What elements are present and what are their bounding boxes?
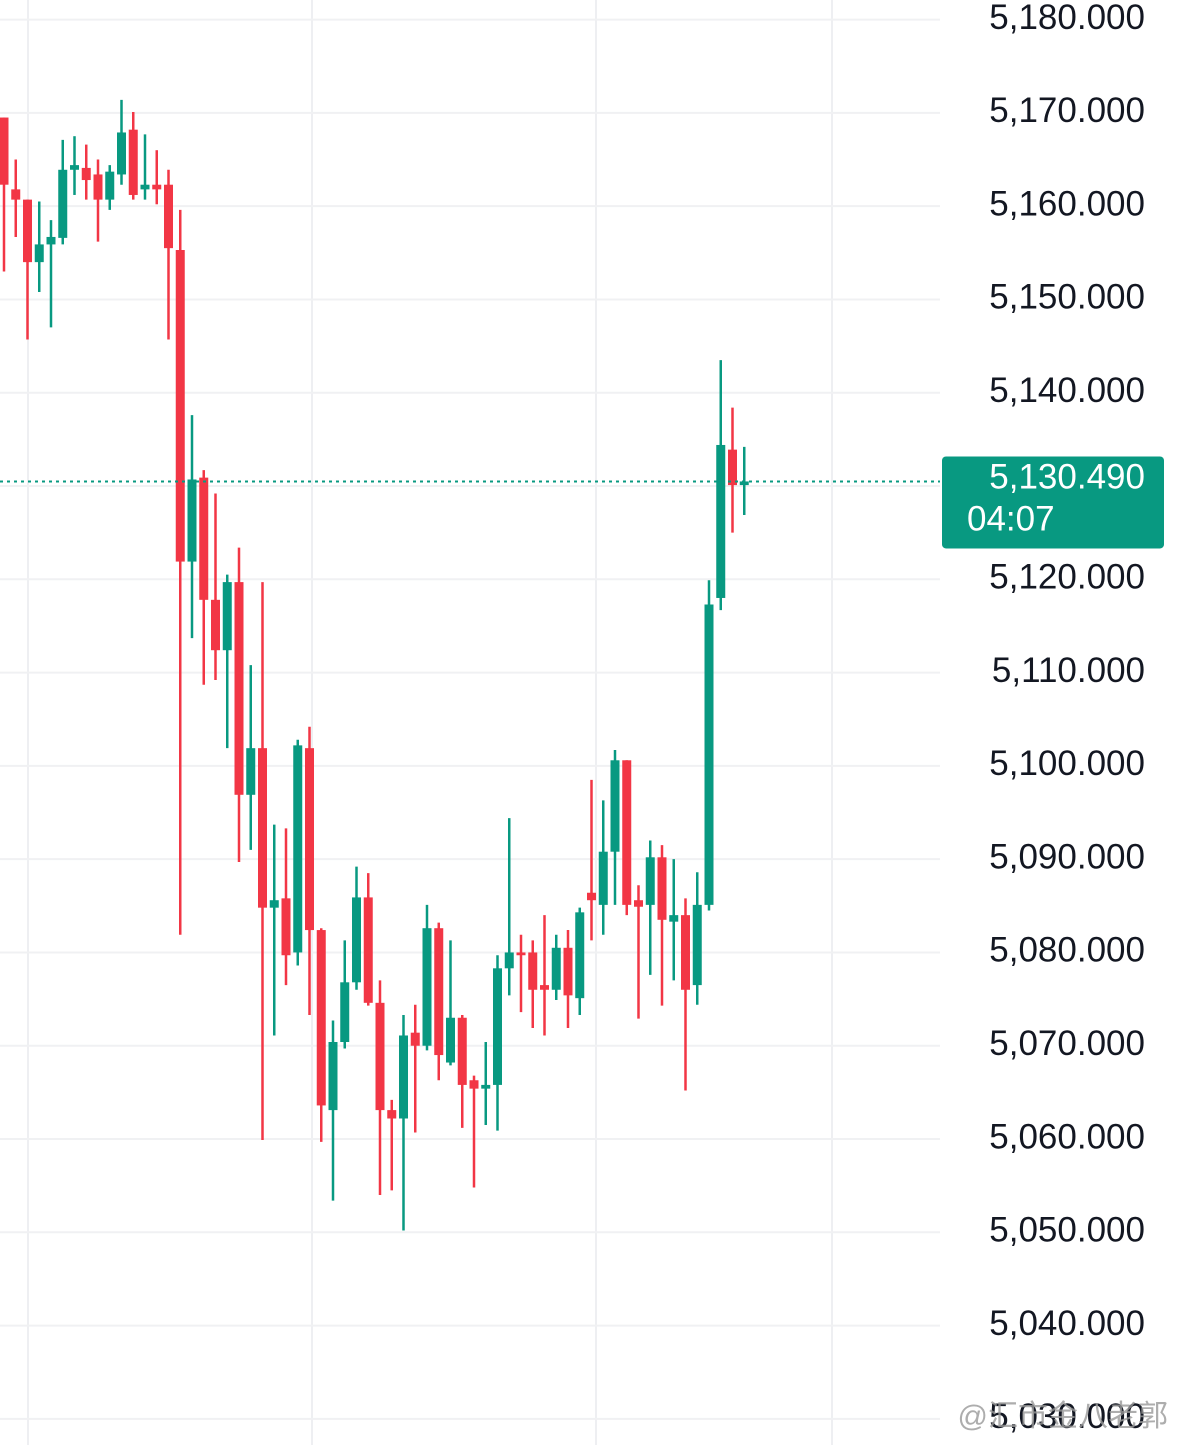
candle-body — [493, 968, 502, 1085]
candle-body — [269, 900, 279, 908]
candle-body — [293, 745, 303, 953]
y-tick-label: 5,140.000 — [989, 371, 1145, 410]
candle-body — [0, 117, 9, 185]
candle-body — [704, 604, 714, 905]
candle-body — [305, 748, 314, 931]
candle-body — [23, 199, 32, 263]
candle-body — [70, 165, 79, 170]
candle-body — [598, 851, 608, 905]
candle-body — [634, 900, 643, 907]
countdown: 04:07 — [967, 500, 1055, 539]
candle-body — [375, 1002, 385, 1111]
vertical-grid — [27, 0, 833, 1445]
watermark: @汇市金八老郭 — [958, 1400, 1168, 1433]
y-tick-label: 5,040.000 — [989, 1304, 1145, 1343]
y-tick-label: 5,030.000 — [989, 1397, 1145, 1436]
candle-body — [575, 912, 585, 999]
candle-body — [692, 904, 702, 986]
candle-body — [716, 444, 726, 598]
candle-body — [93, 174, 103, 200]
candle-body — [58, 169, 68, 238]
y-tick-label: 5,180.000 — [989, 0, 1145, 37]
y-tick-label: 5,060.000 — [989, 1117, 1145, 1156]
y-tick-label: 5,160.000 — [989, 184, 1145, 223]
y-tick-label: 5,050.000 — [989, 1211, 1145, 1250]
candle-body — [657, 857, 667, 920]
candle-body — [46, 236, 56, 245]
candle-body — [399, 1035, 408, 1119]
candle-body — [211, 599, 220, 651]
candle-body — [504, 952, 514, 969]
candle-body — [140, 184, 150, 190]
candle-body — [187, 479, 197, 562]
last-price-label: 5,130.490 — [989, 458, 1145, 497]
candle-body — [105, 171, 115, 200]
candle-body — [128, 129, 138, 195]
candle-body — [681, 915, 690, 990]
candle-body — [446, 1017, 455, 1063]
candle-body — [434, 928, 444, 1056]
y-tick-label: 5,150.000 — [989, 278, 1145, 317]
candle-body — [199, 477, 209, 600]
candle-body — [481, 1084, 491, 1089]
y-tick-label: 5,080.000 — [989, 931, 1145, 970]
candle-body — [281, 898, 291, 956]
candle-body — [422, 928, 432, 1046]
candle-body — [587, 892, 596, 901]
candle-body — [340, 982, 350, 1043]
candle-body — [328, 1042, 338, 1111]
candle-body — [669, 915, 679, 922]
last-price-box — [942, 456, 1164, 549]
y-tick-label: 5,170.000 — [989, 91, 1145, 130]
candle-body — [387, 1110, 397, 1119]
candle-body — [739, 481, 749, 486]
candle-body — [34, 244, 44, 263]
candle-body — [551, 947, 561, 990]
candle-body — [622, 760, 632, 905]
candle-body — [164, 184, 173, 249]
candle-body — [645, 857, 655, 905]
candle-body — [222, 582, 232, 651]
candle-body — [540, 985, 549, 990]
candle-body — [117, 132, 126, 175]
candle-body — [11, 189, 21, 200]
candle-body — [352, 897, 361, 983]
candle-body — [516, 952, 526, 956]
y-tick-label: 5,100.000 — [989, 744, 1145, 783]
candle-body — [728, 449, 737, 486]
y-tick-label: 5,070.000 — [989, 1024, 1145, 1063]
candle-body — [81, 167, 91, 181]
candle-body — [528, 952, 538, 990]
candle-body — [246, 748, 256, 795]
candle-body — [363, 897, 373, 1003]
candle-body — [457, 1017, 467, 1085]
y-tick-label: 5,090.000 — [989, 837, 1145, 876]
candle-body — [610, 760, 620, 852]
candle-body — [410, 1032, 420, 1046]
y-tick-label: 5,110.000 — [992, 651, 1145, 690]
candle-body — [234, 582, 244, 795]
candle-body — [258, 748, 267, 908]
candle-body — [469, 1080, 479, 1089]
candle-body — [152, 184, 162, 190]
candle-body — [563, 947, 573, 996]
y-tick-label: 5,120.000 — [989, 558, 1145, 597]
candle-body — [316, 930, 326, 1106]
candle-body — [175, 250, 185, 562]
